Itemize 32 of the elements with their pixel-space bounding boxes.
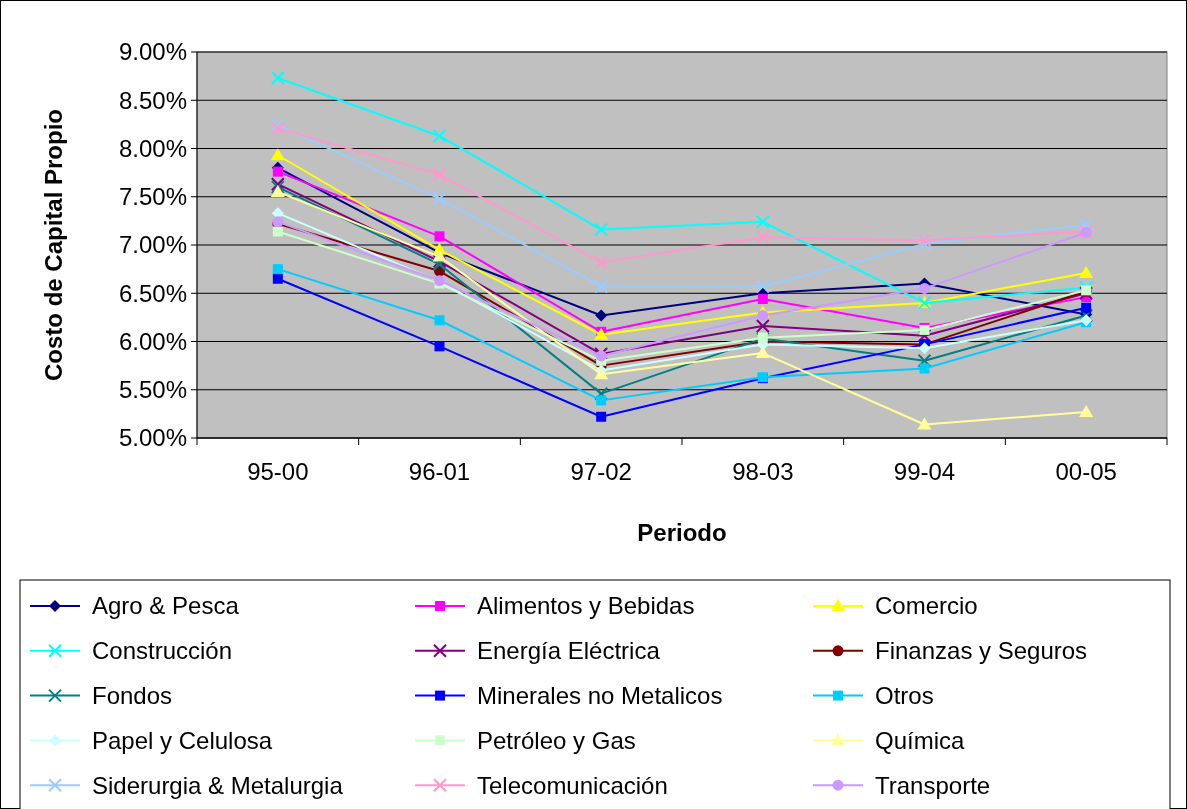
y-tick-label: 8.00% [118, 134, 187, 162]
y-tick-label: 5.00% [118, 424, 187, 452]
legend-label: Comercio [875, 592, 978, 620]
x-tick-label: 98-03 [732, 458, 794, 485]
x-tick-label: 00-05 [1055, 458, 1117, 485]
y-tick-label: 6.50% [118, 279, 187, 307]
legend-label: Química [875, 726, 966, 754]
legend-label: Papel y Celulosa [92, 726, 273, 754]
x-tick-label: 97-02 [570, 458, 632, 485]
y-axis-title: Costo de Capital Propio [40, 108, 67, 382]
y-tick-label: 6.00% [118, 327, 187, 355]
y-tick-label: 9.00% [118, 38, 187, 66]
legend-label: Siderurgia & Metalurgia [92, 771, 344, 799]
x-tick-label: 96-01 [408, 458, 471, 485]
legend-label: Minerales no Metalicos [477, 682, 723, 709]
y-tick-label: 5.50% [118, 376, 187, 404]
y-tick-label: 7.00% [118, 231, 187, 259]
legend-label: Petróleo y Gas [477, 726, 636, 754]
legend-label: Agro & Pesca [92, 592, 240, 620]
x-tick-label: 95-00 [247, 458, 309, 485]
y-tick-label: 8.50% [118, 86, 187, 114]
legend-label: Alimentos y Bebidas [477, 592, 695, 620]
legend-label: Otros [875, 682, 934, 709]
x-tick-label: 99-04 [893, 458, 956, 485]
y-tick-label: 7.50% [118, 183, 187, 211]
legend-label: Finanzas y Seguros [875, 637, 1088, 665]
legend-label: Construcción [92, 637, 233, 665]
legend-label: Transporte [875, 771, 991, 799]
legend-label: Fondos [92, 682, 173, 709]
legend-label: Energía Eléctrica [477, 637, 661, 665]
legend-label: Telecomunicación [477, 771, 668, 799]
x-axis-title: Periodo [637, 519, 727, 546]
